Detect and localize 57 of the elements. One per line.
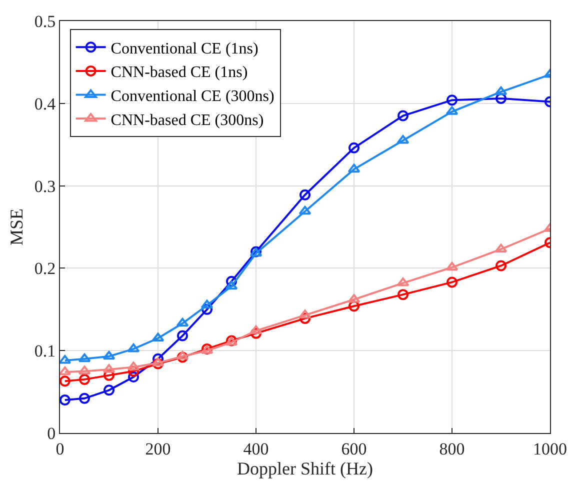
point — [60, 394, 70, 406]
y-tick-label: 0.4 — [34, 94, 56, 114]
point — [176, 318, 189, 327]
x-tick-label: 1000 — [533, 439, 567, 458]
point — [496, 260, 506, 272]
point — [226, 276, 237, 287]
point — [128, 371, 139, 382]
y-tick-label: 0.1 — [34, 342, 56, 361]
point — [348, 300, 360, 312]
point — [152, 357, 164, 366]
point — [127, 343, 140, 352]
legend-label: Conventional CE (300ns) — [110, 88, 274, 105]
point — [446, 276, 458, 288]
point — [300, 189, 310, 200]
point — [177, 352, 188, 363]
point — [60, 376, 70, 387]
point — [177, 330, 188, 342]
x-axis-title: Doppler Shift (Hz) — [237, 458, 373, 478]
legend-label: Conventional CE (1ns) — [110, 40, 258, 58]
point — [396, 134, 410, 144]
point — [104, 370, 114, 381]
point — [300, 312, 310, 324]
y-axis-title: MSE — [6, 208, 27, 246]
y-tick-label: 0 — [47, 424, 56, 443]
point — [250, 325, 262, 334]
point — [102, 350, 116, 360]
point — [250, 328, 262, 339]
y-tick-label: 0.3 — [34, 176, 56, 196]
point — [200, 300, 214, 309]
point — [128, 366, 139, 377]
legend-label: CNN-based CE (300ns) — [110, 112, 264, 129]
x-tick-label: 800 — [439, 439, 465, 458]
point — [348, 142, 360, 154]
y-tick-label: 0.2 — [34, 259, 56, 278]
point — [60, 366, 72, 376]
point — [398, 110, 408, 122]
x-tick-label: 400 — [243, 439, 269, 458]
point — [152, 358, 164, 370]
x-tick-label: 200 — [145, 439, 171, 458]
point — [348, 164, 360, 173]
point — [79, 374, 90, 385]
point — [60, 354, 72, 364]
point — [398, 289, 408, 300]
point — [446, 94, 458, 106]
legend-label: CNN-based CE (1ns) — [110, 64, 248, 82]
point — [446, 262, 458, 271]
y-tick-label: 0.5 — [34, 12, 56, 31]
x-tick-label: 600 — [341, 439, 367, 458]
point — [78, 353, 91, 362]
point — [496, 92, 506, 104]
point — [176, 350, 189, 360]
point — [202, 304, 212, 315]
point — [79, 392, 90, 404]
point — [494, 86, 508, 96]
point — [104, 384, 114, 396]
point — [298, 206, 312, 215]
point — [225, 280, 238, 290]
